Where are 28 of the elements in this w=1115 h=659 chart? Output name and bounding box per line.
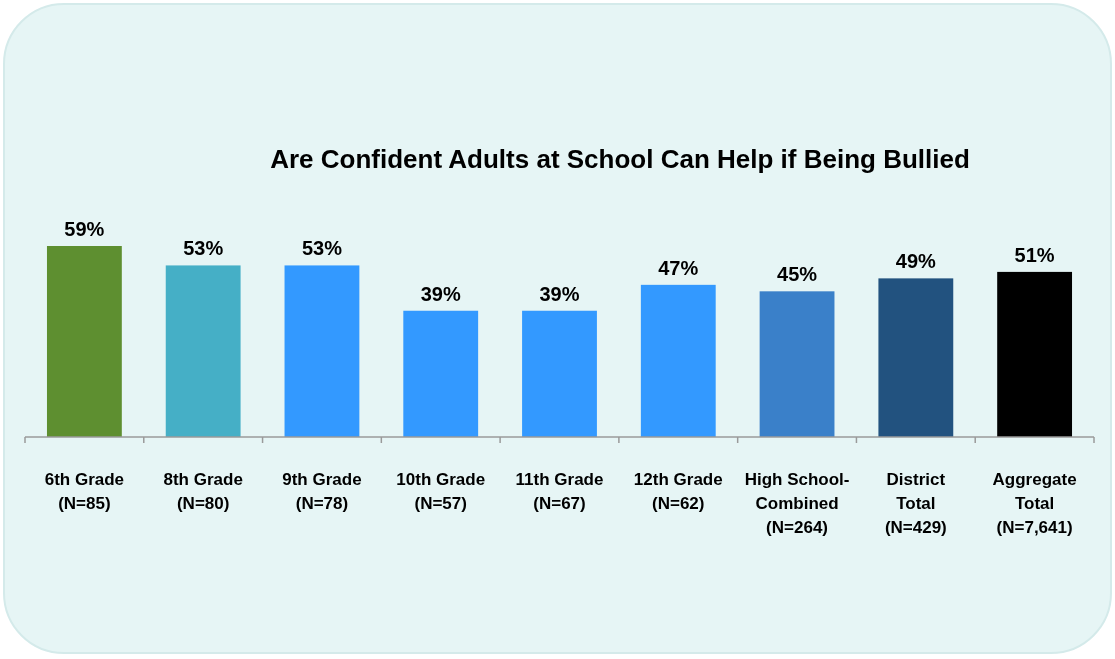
data-label: 53%: [183, 237, 224, 260]
data-label: 45%: [777, 263, 818, 286]
x-tick-label: 10th Grade (N=57): [396, 470, 486, 513]
x-tick-label: High School- Combined (N=264): [744, 470, 850, 537]
bar: [759, 291, 835, 437]
bar: [403, 310, 479, 437]
x-tick-label: District Total (N=429): [884, 470, 947, 537]
data-label: 47%: [658, 256, 699, 279]
bar: [640, 284, 716, 437]
x-tick-label: 8th Grade (N=80): [163, 470, 243, 513]
data-label: 39%: [420, 282, 461, 305]
x-tick-label: Aggregate Total (N=7,641): [992, 470, 1077, 537]
x-tick-label: 11th Grade (N=67): [515, 470, 604, 513]
bar: [997, 271, 1073, 437]
bar: [522, 310, 597, 437]
x-tick-label: 6th Grade (N=85): [44, 470, 125, 513]
data-label: 53%: [301, 237, 343, 260]
x-tick-label: 12th Grade (N=62): [633, 470, 723, 513]
bar: [46, 246, 122, 437]
data-label: 51%: [1014, 243, 1055, 266]
chart-title: Are Confident Adults at School Can Help if Being Bullied: [270, 144, 970, 174]
data-label: 39%: [539, 282, 580, 305]
bar: [878, 278, 954, 437]
data-label: 49%: [895, 250, 937, 273]
bar: [284, 265, 360, 437]
x-tick-label: 9th Grade (N=78): [282, 470, 362, 513]
data-label: 59%: [64, 218, 105, 240]
bar: [165, 265, 241, 437]
